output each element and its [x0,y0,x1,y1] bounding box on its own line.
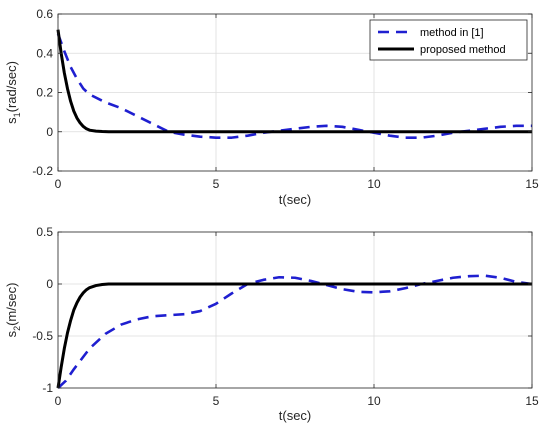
x-tick-label: 10 [367,394,381,408]
y-axis-label-main: s [4,330,19,337]
plot-area [58,232,532,388]
y-tick-label: -0.5 [32,329,53,343]
x-tick-label: 0 [55,394,62,408]
x-axis-label: t(sec) [279,192,312,207]
chart-s2: 0 5 10 15 -1 -0.5 0 0.5 t(sec) s2(m/sec) [4,225,539,423]
axes-box [57,231,533,389]
legend-box [369,19,528,61]
y-tick-label: 0.6 [36,7,53,21]
y-tick-label: -1 [42,381,53,395]
y-tick-label: 0.5 [36,225,53,239]
y-tick-label: 0.4 [36,46,53,60]
y-tick-label: 0 [46,125,53,139]
x-tick-label: 15 [525,394,539,408]
y-axis-label-sub: 2 [12,326,22,331]
x-tick-label: 15 [525,177,539,191]
y-axis-label-sub: 1 [12,112,22,117]
y-axis-label-main: s [4,117,19,124]
y-axis-label: s2(m/sec) [4,283,22,338]
y-axis-label: s1(rad/sec) [4,61,22,124]
y-tick-label: -0.2 [32,164,53,178]
x-tick-label: 0 [55,177,62,191]
x-axis-label: t(sec) [279,408,312,423]
series-line-proposed-method [56,282,532,389]
x-tick-label: 5 [213,394,220,408]
x-tick-label: 10 [367,177,381,191]
x-tick-label: 5 [213,177,220,191]
series-line-method-in-1 [57,274,533,389]
legend-entry-label: proposed method [420,44,506,56]
legend: method in [1] proposed method [369,19,528,61]
y-tick-label: 0.2 [36,86,53,100]
legend-entry-label: method in [1] [420,27,484,39]
chart-s1: 0 5 10 15-0.200.20.40.6t(sec)s1(rad/sec)met… [4,7,539,207]
y-tick-label: 0 [46,277,53,291]
y-axis-label-unit: (m/sec) [4,283,19,326]
series-line-proposed-method [56,29,532,134]
y-axis-label-unit: (rad/sec) [4,61,19,112]
